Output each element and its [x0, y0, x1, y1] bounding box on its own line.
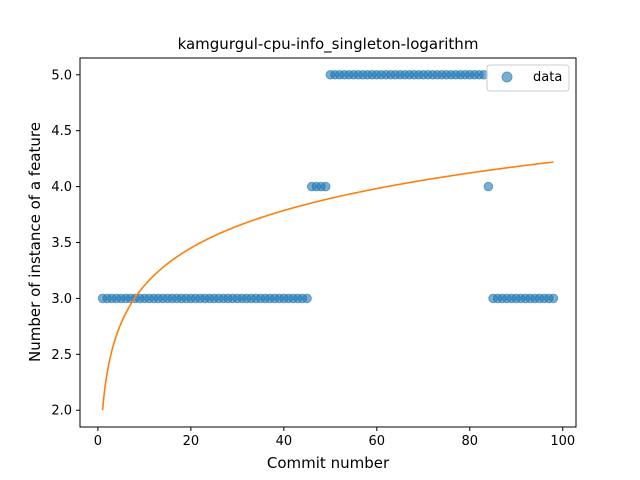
- marks-layer: [97, 69, 559, 411]
- plot-frame: [79, 57, 577, 428]
- x-axis-label: Commit number: [267, 454, 390, 472]
- y-tick-label: 2.0: [51, 404, 72, 419]
- legend: data: [486, 64, 570, 92]
- data-point: [320, 181, 331, 192]
- y-tick-label: 4.5: [51, 124, 72, 139]
- data-point: [548, 293, 559, 304]
- x-tick-label: 0: [94, 434, 102, 449]
- data-point: [483, 181, 494, 192]
- x-tick-label: 20: [183, 434, 200, 449]
- chart-title: kamgurgul-cpu-info_singleton-logarithm: [178, 35, 479, 54]
- y-tick-label: 4.0: [51, 180, 72, 195]
- y-tick-label: 2.5: [51, 348, 72, 363]
- x-tick-label: 100: [550, 434, 575, 449]
- data-point: [302, 293, 312, 304]
- y-axis-label: Number of instance of a feature: [26, 122, 44, 362]
- y-tick-label: 5.0: [51, 68, 72, 83]
- logarithmic-fit-line: [101, 161, 554, 411]
- y-tick-label: 3.0: [51, 292, 72, 307]
- legend-marker-data: [501, 71, 513, 83]
- x-tick-label: 40: [276, 434, 293, 449]
- x-tick-label: 80: [462, 434, 479, 449]
- legend-box: [486, 64, 570, 92]
- y-tick-label: 3.5: [51, 236, 72, 251]
- x-tick-label: 60: [369, 434, 386, 449]
- legend-label-data: data: [533, 70, 562, 85]
- ticks-layer: 0 20 40 60 80 100 2.0 2.5 3.0 3.5 4.0 4.5 5.0: [51, 68, 575, 449]
